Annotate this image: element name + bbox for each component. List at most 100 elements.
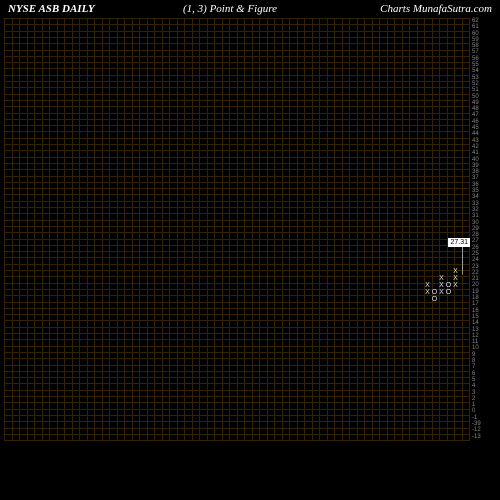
grid-col: [267, 18, 268, 440]
y-axis-label: -1: [472, 415, 498, 421]
grid-col: [87, 18, 88, 440]
chart-header: NYSE ASB DAILY (1, 3) Point & Figure Cha…: [8, 3, 492, 15]
grid-col: [372, 18, 373, 440]
grid-col: [364, 18, 365, 440]
y-axis-label: 50: [472, 94, 498, 100]
pnf-mark: O: [431, 296, 438, 304]
grid-col: [222, 18, 223, 440]
grid-col: [357, 18, 358, 440]
grid-col: [289, 18, 290, 440]
grid-col: [154, 18, 155, 440]
grid-col: [312, 18, 313, 440]
grid-col: [274, 18, 275, 440]
y-axis-label: 53: [472, 75, 498, 81]
grid-col: [214, 18, 215, 440]
chart-area: XXOOXXXOOXXX■|||||: [4, 18, 470, 440]
grid-col: [462, 18, 463, 440]
grid-col: [192, 18, 193, 440]
grid-col: [259, 18, 260, 440]
grid-col: [282, 18, 283, 440]
grid-col: [394, 18, 395, 440]
y-axis-label: 35: [472, 188, 498, 194]
chart-grid: [4, 18, 470, 440]
y-axis-label: 55: [472, 62, 498, 68]
pnf-mark: |: [459, 268, 466, 276]
y-axis-label: 47: [472, 112, 498, 118]
grid-col: [297, 18, 298, 440]
grid-col: [432, 18, 433, 440]
y-axis-label: 6: [472, 371, 498, 377]
pnf-mark: X: [438, 289, 445, 297]
y-axis-label: 61: [472, 24, 498, 30]
grid-col: [454, 18, 455, 440]
y-axis-label: 11: [472, 339, 498, 345]
grid-col: [447, 18, 448, 440]
y-axis-label: 13: [472, 327, 498, 333]
y-axis-label: 56: [472, 56, 498, 62]
current-price-box: 27.31: [448, 238, 470, 247]
grid-col: [42, 18, 43, 440]
y-axis-label: 42: [472, 144, 498, 150]
y-axis-label: 40: [472, 157, 498, 163]
grid-col: [34, 18, 35, 440]
y-axis-label: -12: [472, 427, 498, 433]
grid-row: [4, 440, 470, 441]
source-label: Charts MunafaSutra.com: [380, 3, 492, 15]
grid-col: [334, 18, 335, 440]
y-axis-label: 19: [472, 289, 498, 295]
y-axis-label: 46: [472, 119, 498, 125]
grid-col: [387, 18, 388, 440]
grid-col: [162, 18, 163, 440]
grid-col: [252, 18, 253, 440]
y-axis-label: 4: [472, 383, 498, 389]
y-axis-label: 24: [472, 257, 498, 263]
pnf-mark: O: [445, 289, 452, 297]
y-axis-label: 2: [472, 396, 498, 402]
y-axis-label: 8: [472, 358, 498, 364]
pnf-mark: X: [452, 282, 459, 290]
y-axis-label: 7: [472, 364, 498, 370]
grid-col: [342, 18, 343, 440]
y-axis-label: 9: [472, 352, 498, 358]
grid-col: [72, 18, 73, 440]
y-axis-label: 59: [472, 37, 498, 43]
y-axis-label: 22: [472, 270, 498, 276]
y-axis-label: -39: [472, 421, 498, 427]
grid-col: [304, 18, 305, 440]
grid-col: [469, 18, 470, 440]
grid-col: [132, 18, 133, 440]
y-axis-label: 23: [472, 264, 498, 270]
grid-col: [102, 18, 103, 440]
y-axis-label: 1: [472, 402, 498, 408]
y-axis-label: 43: [472, 138, 498, 144]
grid-col: [184, 18, 185, 440]
grid-col: [124, 18, 125, 440]
grid-col: [379, 18, 380, 440]
grid-col: [417, 18, 418, 440]
symbol-label: NYSE ASB DAILY: [8, 3, 95, 15]
grid-col: [117, 18, 118, 440]
y-axis-label: 0: [472, 408, 498, 414]
pnf-mark: X: [424, 289, 431, 297]
y-axis-label: 52: [472, 81, 498, 87]
y-axis-label: 54: [472, 68, 498, 74]
grid-col: [169, 18, 170, 440]
y-axis-label: 27: [472, 238, 498, 244]
y-axis-label: 17: [472, 301, 498, 307]
y-axis-label: 14: [472, 320, 498, 326]
y-axis-label: 48: [472, 106, 498, 112]
y-axis-label: 44: [472, 131, 498, 137]
grid-col: [147, 18, 148, 440]
grid-col: [79, 18, 80, 440]
grid-col: [19, 18, 20, 440]
y-axis-label: 20: [472, 282, 498, 288]
y-axis-label: 21: [472, 276, 498, 282]
y-axis-label: 12: [472, 333, 498, 339]
grid-col: [409, 18, 410, 440]
grid-col: [229, 18, 230, 440]
y-axis-label: 57: [472, 49, 498, 55]
grid-col: [424, 18, 425, 440]
y-axis-label: 10: [472, 345, 498, 351]
y-axis-label: 29: [472, 226, 498, 232]
y-axis-label: 18: [472, 295, 498, 301]
